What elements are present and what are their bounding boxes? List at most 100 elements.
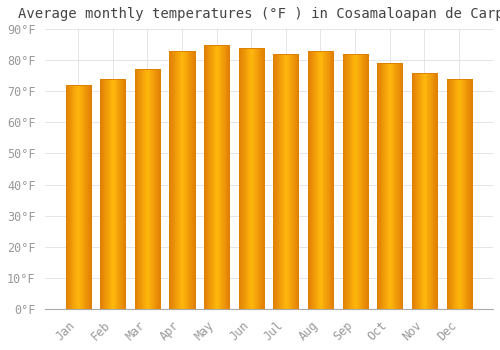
Bar (352, 54, 354, 309)
Bar (222, 44, 224, 309)
Bar (448, 79, 450, 309)
Bar (342, 54, 367, 309)
Bar (322, 51, 324, 309)
Bar (426, 72, 428, 309)
Bar (394, 63, 395, 309)
Bar (318, 51, 320, 309)
Bar (419, 72, 420, 309)
Bar (212, 44, 214, 309)
Bar (172, 51, 173, 309)
Bar (248, 48, 250, 309)
Bar (310, 51, 312, 309)
Bar (333, 51, 334, 309)
Bar (392, 63, 393, 309)
Bar (170, 51, 172, 309)
Bar (122, 79, 123, 309)
Bar (467, 79, 468, 309)
Bar (242, 48, 244, 309)
Bar (108, 79, 109, 309)
Bar (384, 63, 386, 309)
Bar (347, 54, 348, 309)
Bar (205, 44, 206, 309)
Bar (112, 79, 114, 309)
Bar (206, 44, 207, 309)
Bar (121, 79, 122, 309)
Bar (68, 85, 70, 309)
Bar (174, 51, 175, 309)
Bar (66, 85, 68, 309)
Bar (81, 85, 82, 309)
Bar (423, 72, 424, 309)
Bar (263, 48, 264, 309)
Bar (188, 51, 190, 309)
Bar (446, 79, 471, 309)
Bar (284, 54, 285, 309)
Bar (288, 54, 289, 309)
Bar (451, 79, 452, 309)
Bar (348, 54, 350, 309)
Bar (86, 85, 88, 309)
Bar (240, 48, 242, 309)
Bar (185, 51, 186, 309)
Bar (252, 48, 253, 309)
Bar (157, 70, 158, 309)
Bar (412, 72, 437, 309)
Bar (464, 79, 465, 309)
Bar (217, 44, 218, 309)
Bar (293, 54, 294, 309)
Bar (246, 48, 247, 309)
Bar (261, 48, 262, 309)
Bar (223, 44, 224, 309)
Bar (342, 54, 367, 309)
Bar (394, 63, 396, 309)
Bar (244, 48, 245, 309)
Bar (283, 54, 284, 309)
Bar (346, 54, 348, 309)
Bar (358, 54, 360, 309)
Bar (362, 54, 363, 309)
Bar (380, 63, 382, 309)
Bar (256, 48, 257, 309)
Bar (204, 44, 229, 309)
Bar (452, 79, 454, 309)
Bar (100, 79, 102, 309)
Bar (116, 79, 117, 309)
Bar (281, 54, 282, 309)
Bar (69, 85, 70, 309)
Bar (366, 54, 367, 309)
Bar (354, 54, 355, 309)
Bar (171, 51, 172, 309)
Bar (296, 54, 297, 309)
Bar (258, 48, 259, 309)
Bar (342, 54, 344, 309)
Bar (210, 44, 212, 309)
Bar (110, 79, 112, 309)
Bar (460, 79, 462, 309)
Bar (229, 44, 230, 309)
Bar (72, 85, 74, 309)
Bar (262, 48, 263, 309)
Bar (468, 79, 469, 309)
Bar (362, 54, 364, 309)
Bar (420, 72, 421, 309)
Bar (458, 79, 460, 309)
Bar (461, 79, 462, 309)
Bar (228, 44, 230, 309)
Bar (76, 85, 78, 309)
Bar (386, 63, 387, 309)
Bar (328, 51, 330, 309)
Bar (385, 63, 386, 309)
Bar (84, 85, 85, 309)
Bar (313, 51, 314, 309)
Bar (82, 85, 84, 309)
Bar (431, 72, 432, 309)
Bar (116, 79, 117, 309)
Bar (102, 79, 103, 309)
Bar (282, 54, 283, 309)
Bar (255, 48, 256, 309)
Bar (365, 54, 366, 309)
Bar (70, 85, 71, 309)
Bar (177, 51, 178, 309)
Bar (391, 63, 392, 309)
Bar (218, 44, 220, 309)
